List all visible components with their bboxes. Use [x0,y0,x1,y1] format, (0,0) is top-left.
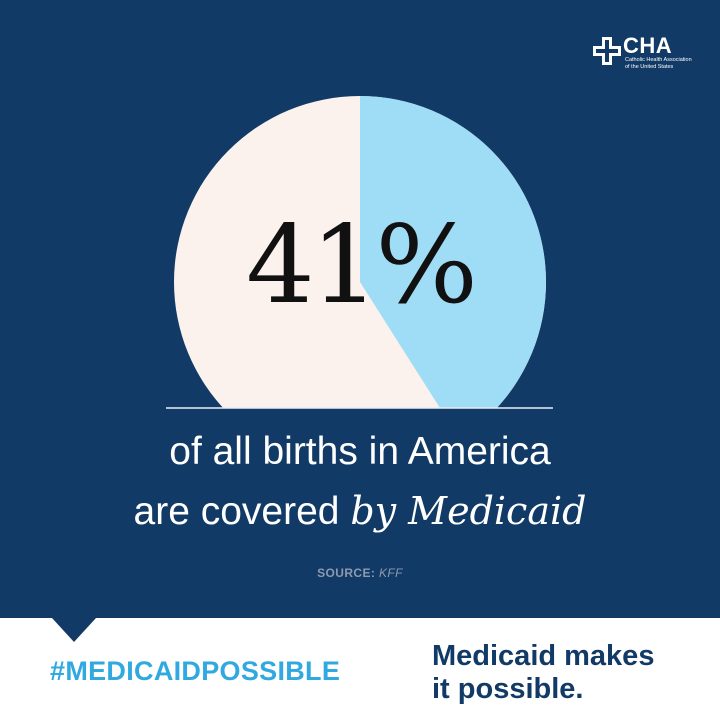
source-note: SOURCE: KFF [0,566,720,580]
pie-chart [166,96,553,409]
slogan-line2: it possible. [432,673,584,705]
headline-line2-emphasis: by Medicaid [350,489,587,533]
hashtag: #MEDICAIDPOSSIBLE [50,656,341,686]
cross-icon [593,37,621,65]
footer-panel [0,618,720,720]
data-label-percent: 41% [245,203,478,328]
source-value: KFF [379,566,403,580]
headline-line2-plain: are covered [133,490,351,533]
pie-slice-medicaid [360,96,546,408]
source-label: SOURCE: [317,566,376,580]
logo-full-name: Catholic Health Association of the Unite… [625,57,692,70]
speech-notch [52,618,96,642]
headline-line1: of all births in America [169,430,551,473]
slogan-line1: Medicaid makes [432,640,655,672]
headline-line2: are covered by Medicaid [0,492,720,531]
slogan: Medicaid makes it possible. [432,640,654,706]
logo-abbrev: CHA [623,33,673,58]
cha-logo: CHA Catholic Health Association of the U… [592,34,692,70]
